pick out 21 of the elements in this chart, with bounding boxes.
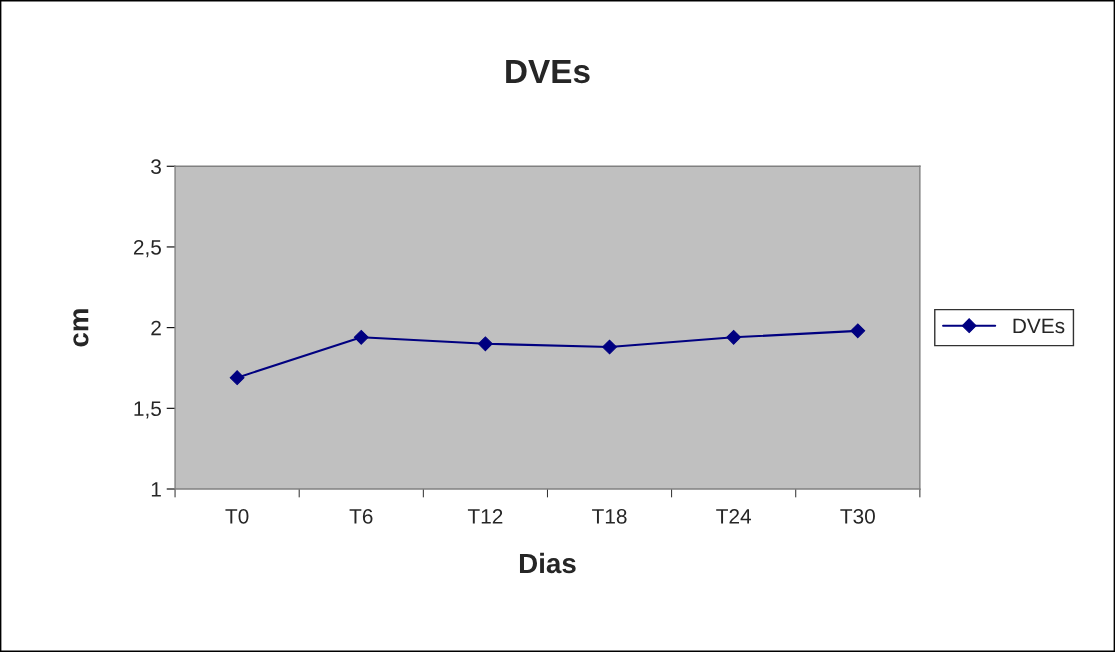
y-tick-label: 1: [151, 482, 161, 497]
y-tick-label: 2,5: [133, 239, 161, 258]
point: [850, 323, 866, 339]
x-tick-label: T18: [592, 508, 627, 524]
legend-label: DVEs: [1013, 318, 1065, 334]
point: [229, 370, 245, 386]
x-tick-label: T24: [716, 508, 752, 524]
point: [353, 329, 369, 345]
y-tick-label: 3: [151, 159, 161, 175]
x-tick-label: T12: [467, 508, 503, 524]
x-tick-label: T30: [840, 508, 875, 524]
y-axis-title: cm: [73, 309, 89, 347]
x-axis-title: Dias: [519, 552, 576, 574]
x-tick-label: T0: [225, 508, 249, 524]
x-tick-label: T6: [349, 508, 373, 524]
point: [726, 329, 742, 345]
point: [478, 336, 493, 352]
point: [602, 339, 617, 355]
y-tick-label: 2: [151, 320, 161, 336]
y-tick-label: 1,5: [134, 401, 161, 419]
chart-title: DVEs: [506, 59, 590, 84]
